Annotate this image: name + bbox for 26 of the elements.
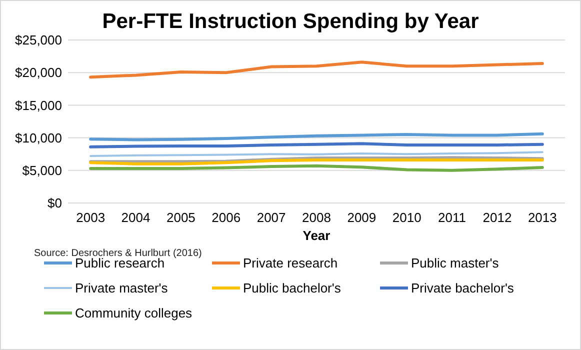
y-tick-label: $0 [48,196,62,211]
x-tick-label: 2008 [302,210,331,225]
legend-label: Private master's [75,280,168,296]
chart-title: Per-FTE Instruction Spending by Year [102,10,479,33]
x-tick-label: 2009 [347,210,376,225]
y-tick-label: $5,000 [22,162,62,178]
legend-label: Community colleges [75,306,193,321]
x-tick-label: 2007 [256,210,286,225]
legend-label: Private research [243,256,338,271]
y-tick-label: $15,000 [15,98,62,113]
x-tick-label: 2012 [482,210,512,225]
legend-label: Public master's [411,256,500,271]
x-tick-label: 2011 [438,210,466,225]
legend-label: Private bachelor's [411,280,514,296]
line-series [89,60,544,79]
y-tick-label: $20,000 [15,65,62,80]
x-axis-title: Year [302,228,330,243]
x-tick-label: 2010 [392,210,422,225]
x-tick-label: 2013 [528,210,557,225]
x-tick-label: 2004 [121,210,150,225]
x-tick-label: 2005 [166,210,196,225]
x-tick-label: 2003 [76,210,106,225]
y-tick-label: $10,000 [15,130,62,146]
y-tick-label: $25,000 [15,32,62,48]
legend-label: Public bachelor's [243,280,342,296]
x-tick-label: 2006 [212,210,241,225]
